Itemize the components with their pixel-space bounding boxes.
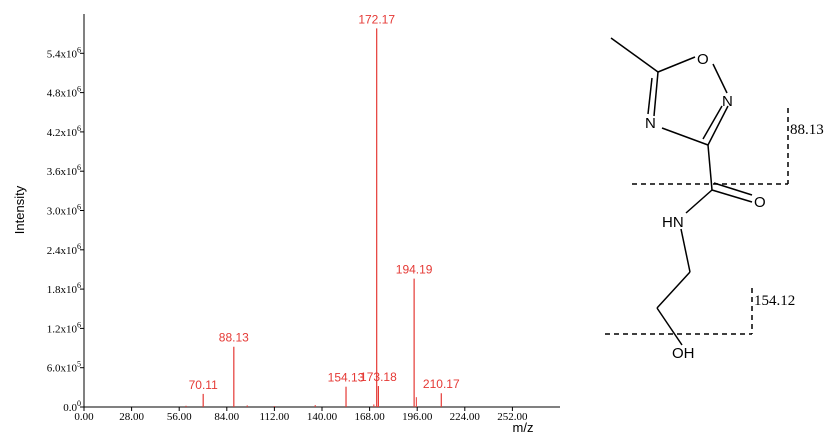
y-tick-label: 3.6x106	[47, 163, 81, 178]
x-tick-group: 0.00 28.00 56.00 84.00 112.00 140.00 168.00 196…	[74, 407, 528, 423]
bond-nh-ch2	[680, 228, 691, 273]
peak-label: 154.13	[328, 371, 365, 385]
methyl-bond	[610, 37, 659, 73]
bond-carbonyl-nh	[685, 189, 713, 214]
x-tick-label: 196.00	[402, 411, 433, 423]
ring-bond-n4-c5	[653, 71, 659, 117]
x-axis-title: m/z	[513, 420, 534, 435]
atom-oh: OH	[672, 345, 695, 362]
atom-n-right: N	[722, 93, 733, 110]
ring-bond-o-n2	[712, 63, 728, 94]
y-tick-label: 1.8x106	[47, 281, 81, 296]
y-tick-label: 4.2x106	[47, 124, 81, 139]
y-axis-title: Intensity	[12, 185, 27, 234]
y-tick-label: 1.2x106	[47, 320, 81, 335]
atom-o-ring: O	[697, 51, 709, 68]
ring-bond-n2-c3	[707, 105, 729, 146]
bond-ch2-oh	[656, 307, 683, 346]
y-tick-label: 6.0x105	[47, 360, 81, 375]
atom-n-left: N	[645, 115, 656, 132]
y-tick-label: 0.00	[63, 399, 81, 414]
x-tick-label: 252.00	[497, 411, 528, 423]
fragment-label-1: 88.13	[790, 122, 824, 138]
x-tick-label: 0.00	[74, 411, 94, 423]
atom-nh: HN	[662, 214, 684, 231]
carbonyl-bond	[711, 189, 753, 203]
x-tick-label: 84.00	[214, 411, 239, 423]
fragment-label-2: 154.12	[754, 293, 795, 309]
y-tick-label: 2.4x106	[47, 242, 81, 257]
peak-label-group: 70.11 88.13 154.13 172.17 173.18 194.19 210.17	[189, 12, 460, 391]
x-tick-label: 28.00	[119, 411, 144, 423]
x-tick-label: 224.00	[450, 411, 481, 423]
bond-ch2-ch2	[656, 271, 691, 309]
ring-bond-c5-o	[657, 56, 696, 73]
y-tick-label: 3.0x106	[47, 203, 81, 218]
x-tick-label: 168.00	[354, 411, 385, 423]
x-tick-label: 140.00	[307, 411, 338, 423]
ring-bond-n2-c3-double	[702, 105, 723, 140]
peak-label: 173.18	[360, 370, 397, 384]
peak-label: 210.17	[423, 377, 460, 391]
peak-label: 194.19	[396, 263, 433, 277]
y-tick-group: 0.00 6.0x105 1.2x106 1.8x106 2.4x106 3.0x106 3…	[47, 45, 84, 414]
y-tick-label: 5.4x106	[47, 45, 81, 60]
chemical-structure	[605, 37, 789, 346]
y-tick-label: 4.8x106	[47, 85, 81, 100]
x-tick-label: 112.00	[259, 411, 289, 423]
structure-labels: O N N O HN OH 88.13 154.12	[645, 51, 824, 362]
peak-label: 70.11	[189, 378, 218, 392]
x-tick-label: 56.00	[167, 411, 192, 423]
carbonyl-bond-double	[713, 182, 753, 196]
peak-group	[185, 28, 442, 407]
peak-label: 88.13	[219, 331, 249, 345]
ring-bond-n4-c5-double	[647, 77, 653, 115]
peak-label: 172.17	[358, 12, 395, 26]
atom-o-carbonyl: O	[754, 194, 766, 211]
bond-c3-carbonyl	[707, 144, 713, 191]
ring-bond-c3-n4	[661, 127, 709, 146]
